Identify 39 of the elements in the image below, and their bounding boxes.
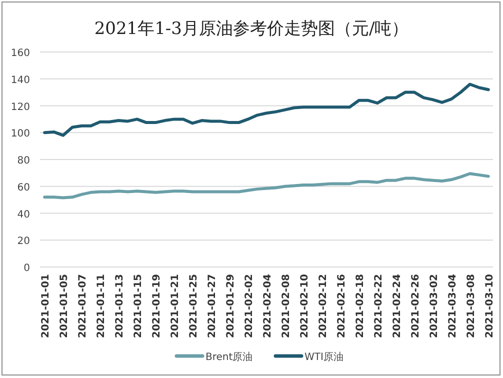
x-tick-label: 2021-01-21 [170, 274, 182, 338]
line-series [43, 172, 490, 200]
line-series [43, 82, 490, 137]
x-tick-label: 2021-02-08 [280, 274, 292, 338]
y-tick-label: 20 [17, 236, 30, 248]
chart-title: 2021年1-3月原油参考价走势图（元/吨） [94, 19, 409, 39]
x-tick-label: 2021-02-10 [299, 274, 310, 338]
y-tick-label: 120 [10, 102, 30, 113]
y-tick-label: 140 [10, 74, 30, 86]
x-tick-label: 2021-02-26 [410, 274, 422, 338]
x-tick-label: 2021-01-13 [114, 274, 126, 338]
y-tick-label: 60 [17, 182, 30, 194]
y-tick-label: 40 [17, 209, 30, 220]
y-tick-label: 0 [24, 263, 30, 274]
x-tick-label: 2021-01-27 [207, 274, 218, 338]
x-tick-label: 2021-01-25 [188, 274, 200, 338]
y-tick-label: 160 [10, 48, 30, 59]
x-tick-label: 2021-03-10 [484, 274, 496, 338]
x-tick-label: 2021-01-15 [133, 274, 144, 338]
x-tick-label: 2021-03-08 [466, 274, 477, 338]
x-tick-label: 2021-01-05 [59, 274, 70, 338]
x-tick-label: 2021-02-24 [392, 274, 403, 338]
x-tick-label: 2021-03-04 [447, 274, 458, 338]
x-tick-label: 2021-03-02 [428, 274, 440, 338]
x-tick-label: 2021-01-01 [40, 274, 52, 338]
x-tick-label: 2021-02-04 [262, 274, 274, 338]
x-tick-label: 2021-02-16 [336, 274, 348, 338]
x-tick-label: 2021-01-19 [152, 274, 163, 338]
x-tick-label: 2021-01-29 [226, 274, 237, 338]
x-tick-label: 2021-02-18 [354, 274, 366, 338]
y-tick-label: 80 [17, 156, 30, 166]
x-tick-label: 2021-01-07 [78, 274, 89, 338]
y-tick-label: 100 [10, 128, 30, 140]
x-tick-label: 2021-02-12 [318, 274, 329, 338]
legend-label: Brent原油 [206, 351, 253, 363]
x-tick-label: 2021-01-11 [96, 274, 108, 338]
x-tick-label: 2021-02-02 [244, 274, 256, 338]
x-tick-label: 2021-02-22 [373, 274, 384, 338]
legend-label: WTI原油 [304, 351, 344, 363]
